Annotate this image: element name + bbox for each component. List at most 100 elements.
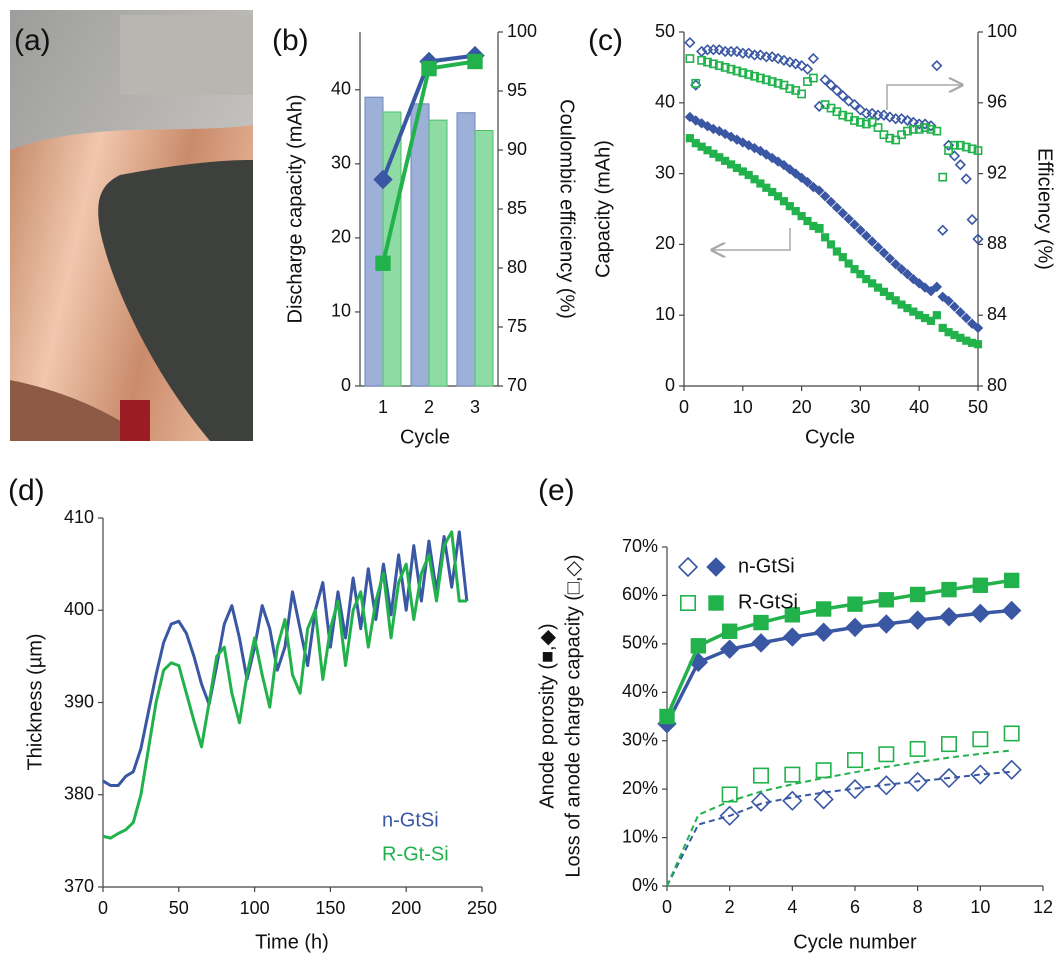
diamond-marker <box>801 63 814 75</box>
square-marker <box>756 73 765 83</box>
y-tick-label: 0% <box>632 875 658 895</box>
trend-line <box>666 749 1012 887</box>
square-marker <box>955 140 965 150</box>
square-marker <box>791 207 800 216</box>
square-marker <box>909 586 926 603</box>
square-marker <box>803 216 812 226</box>
y-axis-title: Loss of anode charge capacity (□,◇) <box>562 554 584 877</box>
y2-tick-label: 80 <box>507 257 527 277</box>
photo <box>10 10 254 441</box>
diamond-marker <box>907 610 928 630</box>
diamond-marker <box>819 74 831 86</box>
square-marker <box>744 70 754 79</box>
square-marker <box>721 786 738 803</box>
square-marker <box>838 110 848 120</box>
y-axis-title: Discharge capacity (mAh) <box>284 95 306 324</box>
legend-label: n-GtSi <box>738 555 795 577</box>
x-tick-label: 10 <box>733 397 753 417</box>
square-marker <box>891 296 900 305</box>
diamond-marker <box>844 779 866 800</box>
square-marker <box>847 596 863 612</box>
y-tick-label: 50% <box>622 633 658 653</box>
legend-marker <box>677 556 699 578</box>
y-tick-label: 10 <box>655 304 675 324</box>
square-marker <box>850 116 859 125</box>
diamond-marker <box>1001 759 1022 780</box>
square-marker <box>879 287 889 296</box>
efficiency-arrow <box>886 85 962 110</box>
square-marker <box>721 623 738 639</box>
panel-label: (c) <box>588 24 623 57</box>
diamond-marker <box>837 208 848 219</box>
y-tick-label: 70% <box>622 536 658 556</box>
y2-tick-label: 85 <box>507 198 527 218</box>
square-marker <box>903 126 912 136</box>
square-marker <box>797 211 806 221</box>
square-marker <box>697 55 707 65</box>
y-tick-label: 20% <box>622 778 658 798</box>
diamond-marker <box>861 230 872 242</box>
diamond-marker <box>813 100 825 112</box>
y-tick-label: 10 <box>331 301 351 321</box>
x-tick-label: 200 <box>391 898 421 918</box>
y-tick-label: 20 <box>331 227 351 247</box>
square-marker <box>814 224 824 233</box>
diamond-marker <box>860 107 872 120</box>
square-marker <box>878 592 895 608</box>
diamond-marker <box>819 191 831 202</box>
square-marker <box>1003 572 1020 589</box>
x-axis-title: Cycle number <box>793 931 917 953</box>
y-tick-label: 30% <box>622 729 658 749</box>
square-marker <box>744 170 753 180</box>
diamond-marker <box>907 771 928 793</box>
square-marker <box>659 708 675 725</box>
diamond-marker <box>845 617 865 638</box>
square-marker <box>815 762 832 779</box>
y-tick-label: 410 <box>64 507 94 527</box>
diamond-marker <box>931 59 943 72</box>
diamond-marker <box>751 633 771 653</box>
diamond-marker <box>876 775 897 796</box>
square-marker <box>752 767 769 784</box>
legend-label: R-Gt-Si <box>382 843 449 865</box>
square-marker <box>914 124 924 134</box>
square-marker <box>808 73 818 83</box>
square-marker <box>926 124 936 134</box>
y-tick-label: 370 <box>64 876 94 896</box>
square-marker <box>703 57 712 67</box>
y2-axis-title: Coulombic efficiency (%) <box>556 99 578 319</box>
square-marker <box>1003 725 1020 742</box>
diamond-marker <box>719 639 740 659</box>
diamond-marker <box>784 164 796 175</box>
legend-label: n-GtSi <box>382 809 439 831</box>
square-marker <box>941 581 957 598</box>
diamond-marker <box>782 627 803 647</box>
square-marker <box>738 68 748 78</box>
y-tick-label: 40 <box>331 79 351 99</box>
y-tick-label: 40 <box>655 92 675 112</box>
square-marker <box>467 53 483 70</box>
diamond-marker <box>884 111 896 123</box>
diamond-marker <box>925 285 937 297</box>
diamond-marker <box>790 58 802 70</box>
square-marker <box>785 202 794 211</box>
x-tick-label: 8 <box>913 897 923 917</box>
square-marker <box>862 274 871 284</box>
y-axis-title: Capacity (mAh) <box>592 140 614 278</box>
diamond-marker <box>938 767 960 789</box>
y-tick-label: 60% <box>622 584 658 604</box>
panel-label: (b) <box>272 24 309 57</box>
square-marker <box>844 259 853 268</box>
x-tick-label: 12 <box>1033 897 1053 917</box>
x-tick-label: 6 <box>850 897 860 917</box>
trend-line <box>666 770 1012 887</box>
square-marker <box>767 77 777 86</box>
bar <box>410 103 430 387</box>
x-tick-label: 0 <box>98 898 108 918</box>
square-marker <box>815 601 832 617</box>
diamond-marker <box>713 44 725 56</box>
diamond-marker <box>373 169 393 190</box>
legend-marker <box>706 557 726 577</box>
diamond-marker <box>970 764 991 785</box>
